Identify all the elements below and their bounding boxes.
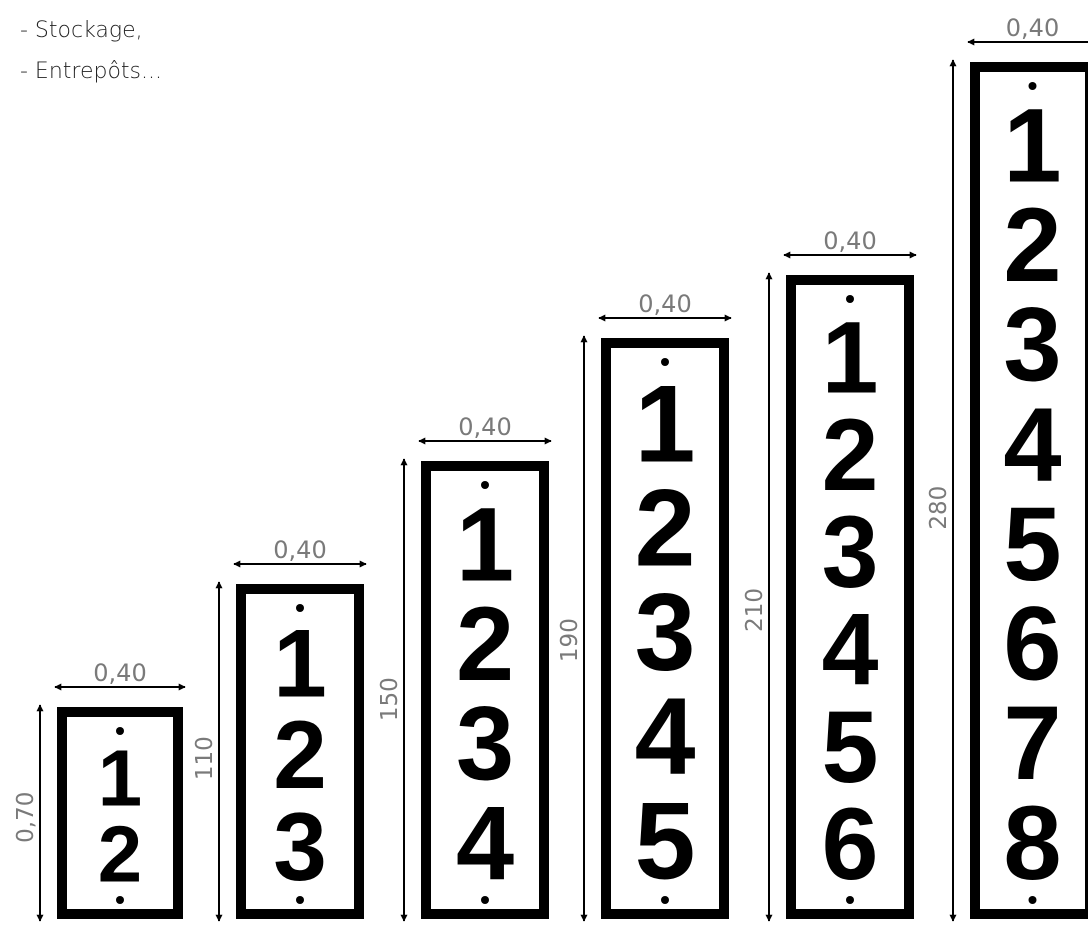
mounting-hole-bottom [481,896,489,904]
panel-digit: 8 [1003,785,1061,902]
panel-frame [970,62,1088,919]
mounting-hole-top [481,481,489,489]
width-label: 0,40 [273,536,326,564]
panel-digit: 4 [635,676,696,798]
panel-digit: 2 [822,397,879,512]
panel-digit: 3 [456,685,514,802]
panel-digit: 2 [1003,187,1061,304]
width-label: 0,40 [93,659,146,687]
panel-digit: 6 [1003,586,1061,703]
panel-digit: 1 [456,486,514,603]
panel-digit: 1 [98,734,142,823]
panel-digit: 2 [456,586,514,703]
panels-group: 120,400,701230,4011012340,40150123450,40… [13,14,1088,922]
sign-panel-1: 12 0,40 0,70 [13,659,186,922]
panel-digit: 2 [635,468,696,590]
panel-digit: 3 [635,572,696,694]
width-label: 0,40 [823,227,876,255]
panel-digit: 1 [822,299,879,414]
height-label: 190 [557,618,583,662]
width-label: 0,40 [638,290,691,318]
panel-digit: 5 [1003,486,1061,603]
mounting-hole-top [846,295,854,303]
panel-digit: 1 [273,610,327,717]
panel-frame [236,584,364,919]
mounting-hole-top [116,727,124,735]
panel-digit: 2 [98,810,142,899]
panel-digit: 4 [456,785,514,902]
height-label: 0,70 [13,792,39,843]
panel-digit: 1 [1003,87,1061,204]
mounting-hole-bottom [846,896,854,904]
height-label: 280 [926,486,952,530]
list-item-stockage: - Stockage, [20,18,143,43]
panel-digit: 3 [1003,287,1061,404]
mounting-hole-bottom [296,896,304,904]
mounting-hole-top [661,358,669,366]
panel-digit: 4 [822,591,879,706]
panel-digit: 5 [635,780,696,902]
mounting-hole-top [1028,82,1037,90]
panel-frame [601,338,729,919]
mounting-hole-bottom [1028,896,1037,904]
panel-frame [421,461,549,919]
panel-digit: 6 [822,786,879,901]
width-label: 0,40 [458,413,511,441]
height-label: 210 [742,588,768,632]
panel-digit: 3 [822,494,879,609]
panel-digit: 2 [273,702,327,809]
panel-frame [786,275,914,919]
mounting-hole-bottom [116,896,124,904]
panel-digit: 3 [273,794,327,901]
panel-digit: 4 [1003,386,1061,503]
mounting-hole-top [296,604,304,612]
panel-frame [57,707,183,919]
panel-digit: 5 [822,689,879,804]
mounting-hole-bottom [661,896,669,904]
list-item-entrepots: - Entrepôts... [20,59,162,84]
sign-panel-2: 123 0,40 110 [192,536,367,922]
height-label: 110 [192,736,218,780]
width-label: 0,40 [1006,14,1059,42]
height-label: 150 [377,677,403,721]
panel-digit: 7 [1003,685,1061,802]
panel-digit: 1 [635,363,696,485]
